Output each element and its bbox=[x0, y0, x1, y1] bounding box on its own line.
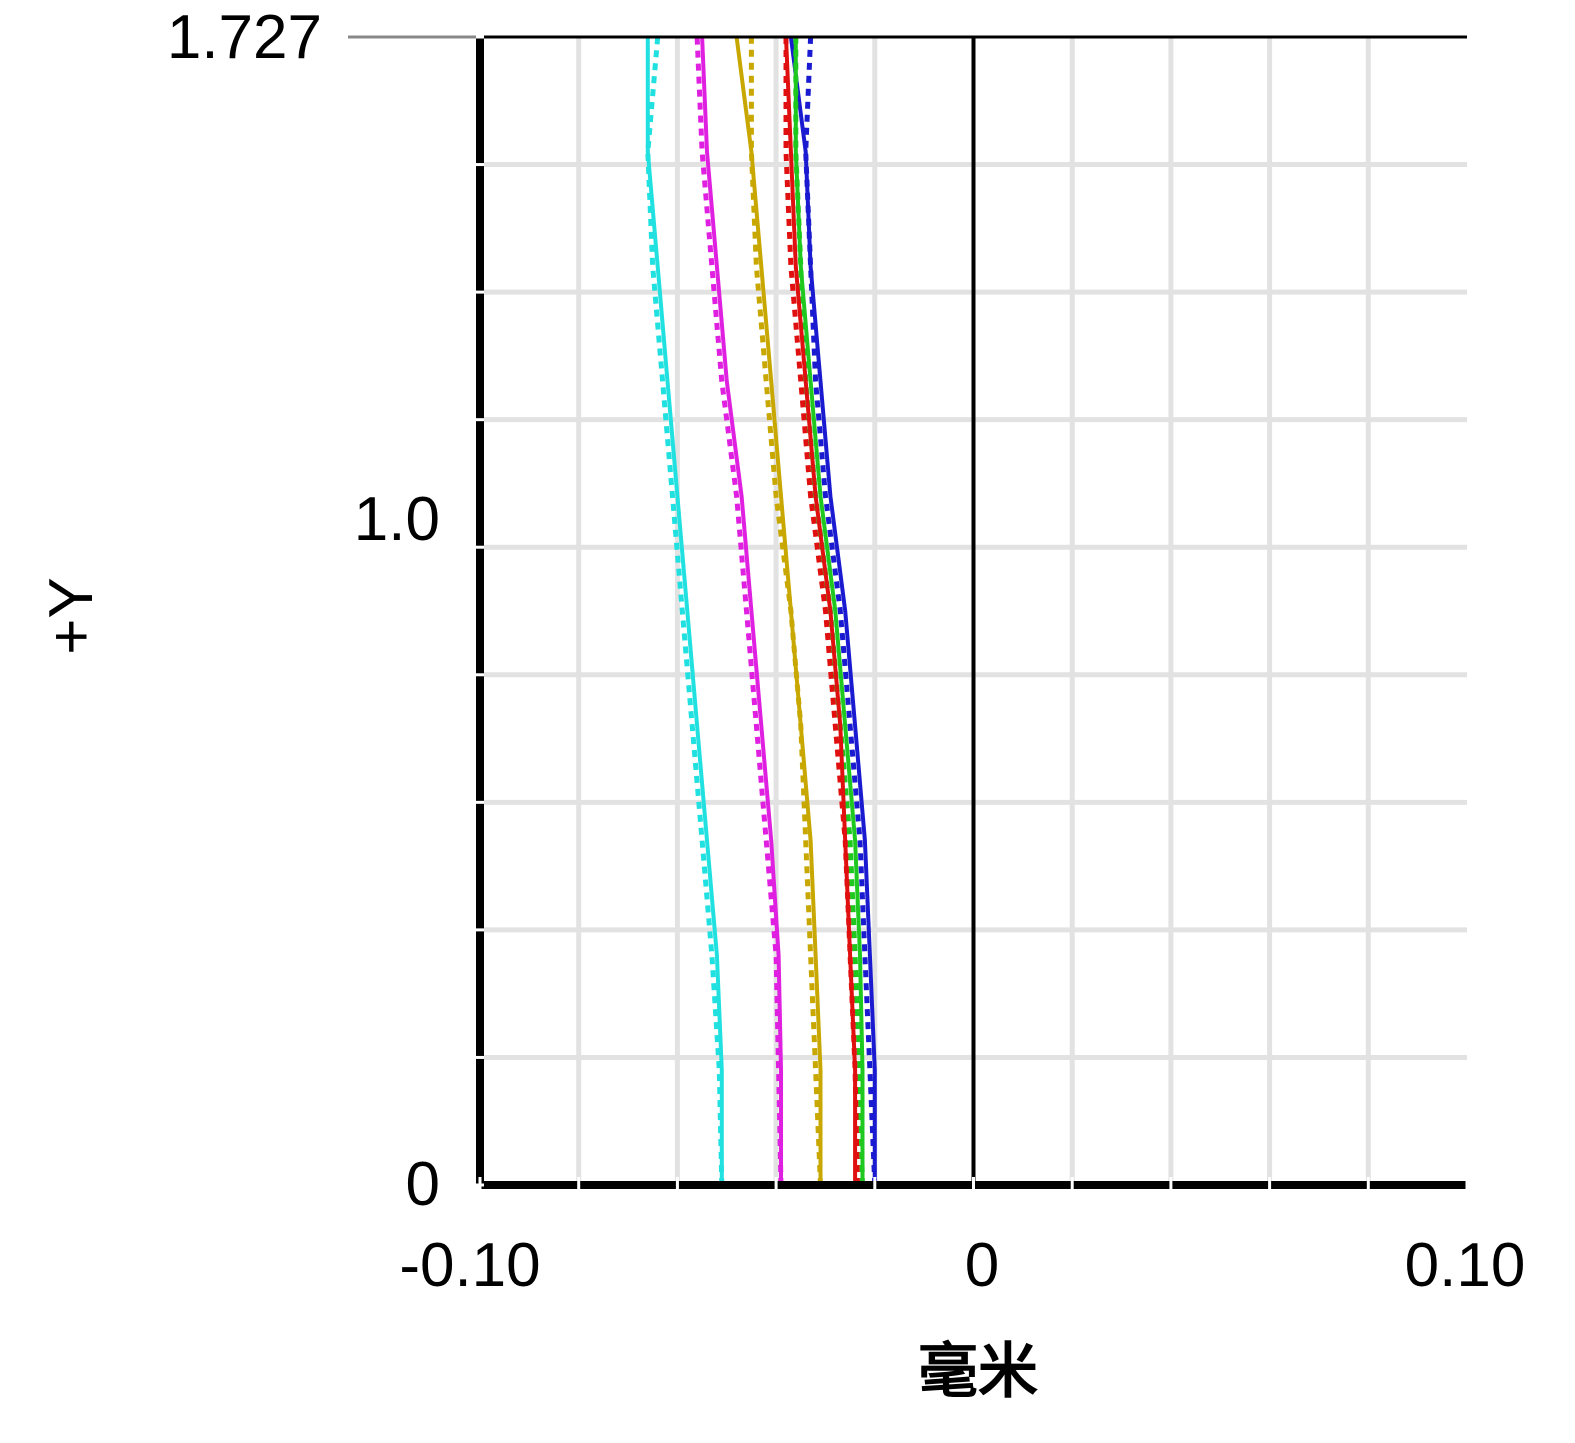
series-line-3 bbox=[793, 37, 865, 1185]
x-tick-label-center: 0 bbox=[965, 1231, 999, 1300]
series-line-2 bbox=[803, 36, 878, 1186]
series-line-10 bbox=[694, 36, 784, 1186]
series-line-5 bbox=[784, 36, 858, 1185]
series-line-12 bbox=[645, 36, 725, 1186]
series-line-8 bbox=[748, 37, 823, 1186]
series-line-6 bbox=[783, 37, 860, 1186]
y-tick-label-mid: 1.0 bbox=[354, 485, 440, 554]
series-lines bbox=[645, 36, 878, 1186]
series-line-11 bbox=[645, 37, 724, 1185]
y-axis-label: +Y bbox=[37, 577, 106, 655]
y-tick-label-top: 1.727 bbox=[167, 3, 322, 72]
axes bbox=[348, 35, 1469, 1189]
y-tick-label-bottom: 0 bbox=[406, 1150, 440, 1219]
series-line-1 bbox=[788, 36, 877, 1185]
x-tick-label-right: 0.10 bbox=[1405, 1231, 1526, 1300]
series-line-9 bbox=[700, 36, 783, 1185]
x-axis-label: 毫米 bbox=[918, 1337, 1038, 1407]
x-tick-label-left: -0.10 bbox=[399, 1231, 540, 1300]
